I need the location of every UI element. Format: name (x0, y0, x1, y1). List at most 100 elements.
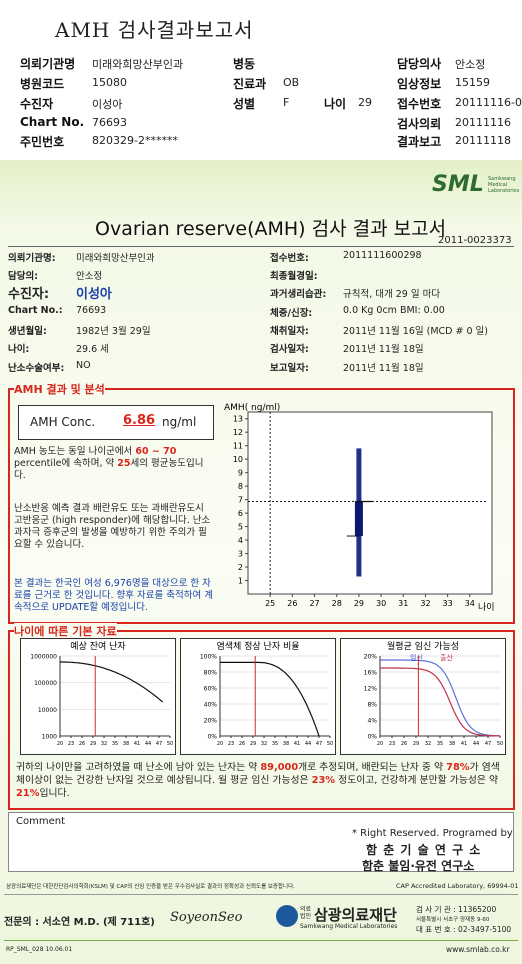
x-tick-label: 29 (90, 741, 96, 747)
y-tick-label: 7 (238, 496, 243, 505)
field-value: 15159 (455, 76, 490, 89)
y-tick-label: 4 (238, 536, 243, 545)
x-tick-label: 50 (327, 741, 333, 747)
x-tick-label: 26 (239, 741, 245, 747)
x-tick-label: 34 (465, 599, 475, 608)
y-tick-label: 8 (238, 482, 243, 491)
org-logo (276, 905, 298, 927)
x-tick-label: 29 (250, 741, 256, 747)
field-label: 수진자 (20, 97, 54, 111)
y-tick-label: 1000000 (30, 654, 57, 661)
field-value: OB (283, 76, 300, 89)
text: 귀하의 나이만을 고려하였을 때 난소에 남아 있는 난자는 약 (16, 762, 261, 773)
field-value: 20111118 (455, 134, 511, 147)
x-tick-label: 44 (473, 741, 479, 747)
y-tick-label: 8% (367, 702, 377, 709)
plot-area (247, 411, 493, 595)
field-label: 나이 (324, 97, 347, 111)
conc-value: 6.86 (123, 413, 156, 428)
chart-frame (340, 638, 506, 755)
x-tick-label: 26 (79, 741, 85, 747)
curve (380, 659, 500, 737)
y-tick-label: 13 (233, 415, 243, 424)
field-label: Chart No. (20, 115, 85, 129)
field-value: 이성아 (92, 98, 123, 111)
y-tick-label: 1 (238, 577, 243, 586)
field-label: 접수번호: (270, 253, 309, 264)
x-tick-label: 44 (145, 741, 151, 747)
rule (4, 894, 518, 895)
field-value: 20111116-002 (455, 96, 522, 109)
field-value: 0.0 Kg 0cm BMI: 0.00 (343, 305, 445, 316)
x-tick-label: 50 (167, 741, 173, 747)
x-tick-label: 47 (316, 741, 322, 747)
curve (60, 661, 164, 703)
x-tick-label: 41 (461, 741, 467, 747)
report-title: Ovarian reserve(AMH) 검사 결과 보고서 (95, 218, 447, 240)
code: 검 사 기 관 : 11365200 (416, 905, 497, 914)
rights: * Right Reserved. Programed by (352, 828, 513, 839)
field-label: 담당의사 (397, 57, 442, 71)
legend: 임신 (410, 653, 423, 662)
field-label: 최종월경일: (270, 271, 318, 282)
x-tick-label: 47 (156, 741, 162, 747)
y-tick-label: 1000 (42, 734, 57, 741)
x-tick-label: 23 (68, 741, 74, 747)
org-name: 삼광의료재단 (314, 906, 397, 924)
field-label: 진료과 (233, 77, 267, 91)
x-tick-label: 28 (332, 599, 342, 608)
field-value: 2011년 11월 18일 (343, 363, 424, 374)
conc-unit: ng/ml (162, 415, 197, 429)
y-tick-label: 12% (364, 686, 378, 693)
field-value: 안소정 (76, 271, 103, 282)
field-value: 미래와희망산부인과 (92, 58, 184, 71)
org2: 함춘 불임·유전 연구소 (362, 859, 475, 873)
field-value: 안소정 (455, 58, 486, 71)
chart-frame (180, 638, 336, 755)
phone: 대 표 번 호 : 02-3497-5100 (416, 925, 512, 934)
field-label: 의뢰기관명 (20, 57, 76, 71)
y-tick-label: 11 (233, 442, 243, 451)
text: percentile에 속하며, 약 (14, 458, 118, 469)
address: 서울특별시 서초구 양재동 9-60 (416, 917, 490, 923)
field-value: 2011111600298 (343, 250, 422, 261)
field-value: 이성아 (76, 287, 112, 302)
amh-text3: 본 결과는 한국인 여성 6,976명을 대상으로 한 자료를 근거로 한 것입… (14, 578, 213, 613)
doctor: 전문의 : 서소연 M.D. (제 711호) (4, 917, 155, 928)
chart-title: 예상 잔여 난자 (70, 640, 126, 652)
x-tick-label: 20 (57, 741, 63, 747)
x-tick-label: 50 (497, 741, 503, 747)
field-label: 결과보고 (397, 135, 442, 149)
highlight: 23% (311, 775, 336, 786)
x-tick-label: 20 (377, 741, 383, 747)
text: 정도이고, 건강하게 분만할 가능성은 약 (335, 775, 498, 786)
rule (8, 246, 514, 247)
form-code: RP_SML_028 10.06.01 (6, 946, 73, 953)
x-tick-label: 35 (272, 741, 278, 747)
field-value: 규칙적, 대개 29 일 마다 (343, 289, 441, 300)
field-label: 검사일자: (270, 344, 309, 355)
x-tick-label: 27 (309, 599, 319, 608)
x-tick-label: 32 (261, 741, 267, 747)
legend: 출산 (440, 653, 453, 662)
y-tick-label: 10 (233, 455, 243, 464)
org-tag: 의료법인 (300, 906, 312, 920)
text: 가 염색체이상이 없는 건강한 난자일 것으로 예상됩니다. 월 평균 임신 가… (16, 762, 500, 786)
basic-heading: 나이에 따른 기본 자료 (14, 623, 117, 639)
field-value: 2011년 11월 18일 (343, 344, 424, 355)
field-label: 생년월일: (8, 326, 47, 337)
field-label: 담당의: (8, 271, 39, 282)
y-tick-label: 5 (238, 523, 243, 532)
amh-text2: 난소반응 예측 결과 배란유도 또는 과배란유도시 고반응군 (high res… (14, 503, 211, 550)
highlight: 89,000 (260, 762, 299, 773)
highlight: 21% (16, 788, 40, 799)
field-value: F (283, 96, 290, 109)
field-label: Chart No.: (8, 305, 63, 316)
x-tick-label: 23 (228, 741, 234, 747)
y-tick-label: 9 (238, 469, 243, 478)
field-value: 미래와희망산부인과 (76, 253, 155, 264)
x-tick-label: 35 (112, 741, 118, 747)
chart-title: 월평균 임신 가능성 (387, 640, 459, 652)
curve (380, 667, 500, 737)
